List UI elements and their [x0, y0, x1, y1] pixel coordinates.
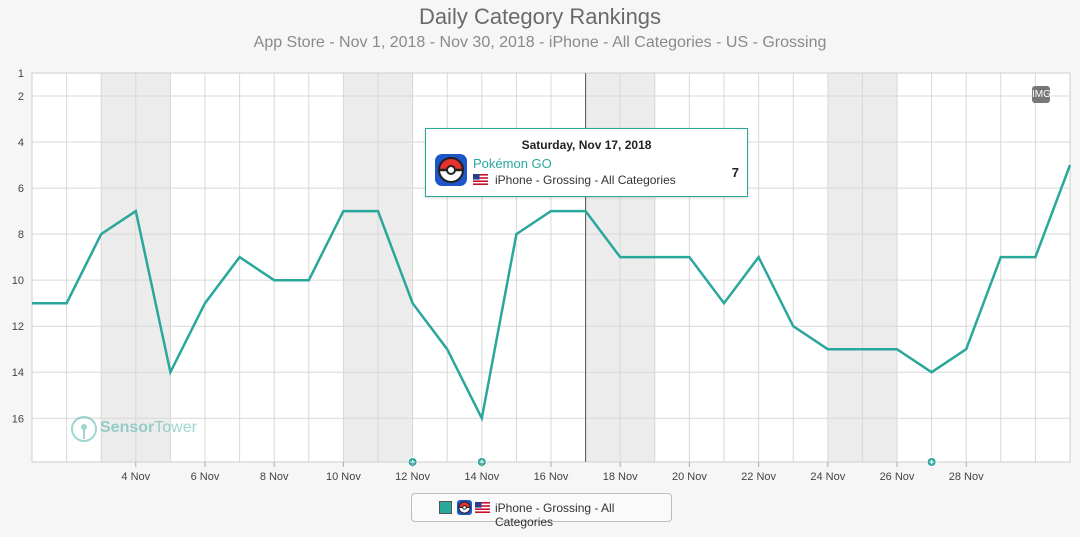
tooltip-date: Saturday, Nov 17, 2018 — [521, 138, 652, 152]
y-tick-label: 1 — [18, 68, 24, 80]
legend-label: iPhone - Grossing - All Categories — [495, 501, 615, 529]
weekend-band — [378, 73, 413, 462]
legend-app-icon — [457, 500, 472, 515]
y-tick-label: 14 — [12, 367, 24, 379]
weekend-band — [862, 73, 897, 462]
tooltip-series-meta: iPhone - Grossing - All Categories — [495, 173, 676, 187]
y-tick-label: 10 — [12, 275, 24, 287]
series-line — [32, 164, 1072, 423]
chart-legend[interactable]: iPhone - Grossing - All Categories — [411, 493, 672, 529]
legend-us-flag-icon — [475, 502, 490, 513]
x-tick-label: 20 Nov — [672, 471, 707, 483]
chart-title: Daily Category Rankings — [418, 4, 662, 29]
watermark-text-tower: Tower — [154, 419, 197, 436]
y-tick-label: 12 — [12, 321, 24, 333]
tooltip-app-name: Pokémon GO — [473, 156, 552, 171]
chart-subtitle: App Store - Nov 1, 2018 - Nov 30, 2018 -… — [253, 34, 827, 51]
x-tick-label: 26 Nov — [880, 471, 915, 483]
series-lines — [32, 164, 1072, 423]
weekend-band — [101, 73, 136, 462]
x-tick-label: 8 Nov — [260, 471, 289, 483]
weekend-band — [343, 73, 378, 462]
y-tick-label: 4 — [18, 137, 24, 149]
watermark-text-sensor: Sensor — [100, 419, 155, 436]
us-flag-icon — [473, 174, 488, 185]
y-tick-label: 2 — [18, 91, 24, 103]
x-tick-label: 6 Nov — [191, 471, 220, 483]
x-tick-label: 28 Nov — [949, 471, 984, 483]
x-tick-label: 18 Nov — [603, 471, 638, 483]
sensortower-logo-icon — [71, 416, 97, 442]
legend-color-swatch — [439, 501, 452, 514]
chart-tooltip: Saturday, Nov 17, 2018 Pokémon GO iPhone… — [425, 128, 748, 197]
x-tick-label: 4 Nov — [121, 471, 150, 483]
event-marker-plus-icon — [929, 459, 934, 465]
x-axis-ticks: 4 Nov 6 Nov 8 Nov 10 Nov 12 Nov 14 Nov 16 Nov 1… — [121, 462, 984, 483]
export-image-button[interactable]: IMG — [1032, 86, 1051, 103]
x-tick-label: 16 Nov — [534, 471, 569, 483]
y-tick-label: 6 — [18, 183, 24, 195]
x-tick-label: 24 Nov — [810, 471, 845, 483]
sensortower-watermark: SensorTower — [70, 415, 197, 443]
pokemon-go-app-icon — [435, 154, 467, 186]
weekend-band — [827, 73, 863, 462]
y-tick-label: 8 — [18, 229, 24, 241]
x-tick-label: 12 Nov — [395, 471, 430, 483]
watermark-text: SensorTower — [100, 419, 197, 437]
x-tick-label: 14 Nov — [464, 471, 499, 483]
y-tick-label: 16 — [12, 413, 24, 425]
x-tick-label: 10 Nov — [326, 471, 361, 483]
x-tick-label: 22 Nov — [741, 471, 776, 483]
tooltip-rank-value: 7 — [731, 165, 739, 180]
weekend-band — [135, 73, 171, 462]
